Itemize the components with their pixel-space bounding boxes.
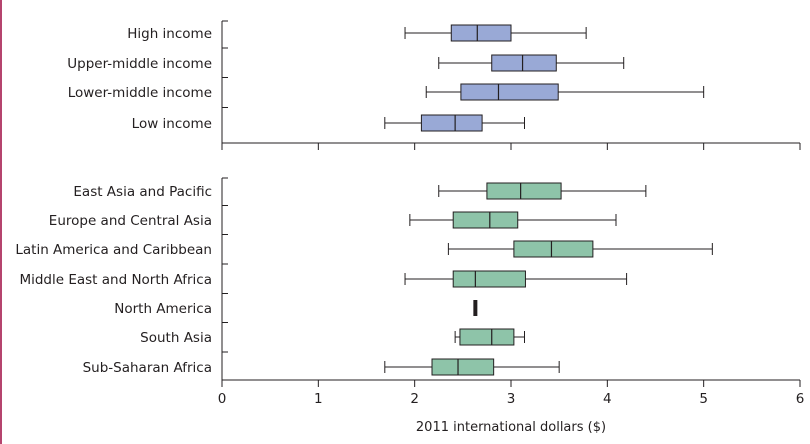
category-label-latin-america-and-caribbean: Latin America and Caribbean [15, 242, 212, 258]
x-tick-label: 2 [410, 391, 419, 407]
category-label-low-income: Low income [132, 116, 212, 132]
box-latin-america-and-caribbean [513, 240, 594, 258]
x-axis-title: 2011 international dollars ($) [416, 420, 606, 435]
x-tick-label: 5 [699, 391, 708, 407]
box-high-income [450, 24, 512, 42]
category-label-europe-and-central-asia: Europe and Central Asia [49, 213, 212, 229]
box-upper-middle-income [491, 54, 557, 72]
category-label-south-asia: South Asia [140, 330, 212, 346]
x-tick-label: 4 [603, 391, 612, 407]
x-tick-label: 0 [218, 391, 227, 407]
box-low-income [420, 114, 483, 132]
category-label-high-income: High income [127, 26, 212, 42]
median-marker-north-america [473, 300, 478, 316]
category-label-north-america: North America [114, 301, 212, 317]
box-lower-middle-income [460, 83, 559, 101]
x-tick-label: 6 [796, 391, 805, 407]
box-middle-east-and-north-africa [452, 270, 526, 288]
box-sub-saharan-africa [431, 358, 495, 376]
box-europe-and-central-asia [452, 211, 519, 229]
box-east-asia-and-pacific [486, 182, 562, 200]
category-label-sub-saharan-africa: Sub-Saharan Africa [83, 360, 212, 376]
category-label-upper-middle-income: Upper-middle income [67, 56, 212, 72]
category-label-middle-east-and-north-africa: Middle East and North Africa [19, 272, 212, 288]
box-south-asia [459, 328, 515, 346]
category-label-lower-middle-income: Lower-middle income [68, 85, 212, 101]
x-tick-label: 1 [314, 391, 323, 407]
category-label-east-asia-and-pacific: East Asia and Pacific [73, 184, 212, 200]
x-tick-label: 3 [507, 391, 516, 407]
